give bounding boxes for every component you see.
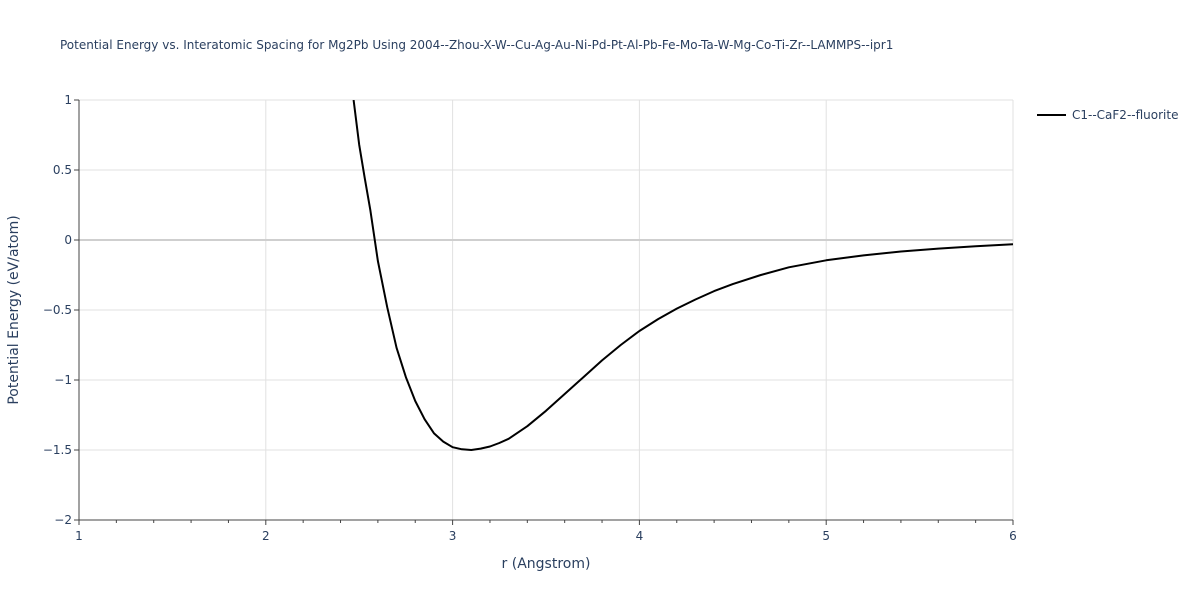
chart-title: Potential Energy vs. Interatomic Spacing… [60, 38, 893, 52]
y-tick-label: 1 [64, 93, 72, 107]
y-tick-label: −2 [54, 513, 72, 527]
series-line [352, 100, 1013, 451]
series-layer [352, 100, 1013, 451]
x-tick-label: 1 [75, 529, 83, 543]
x-tick-label: 4 [636, 529, 644, 543]
x-tick-label: 2 [262, 529, 270, 543]
y-tick-label: −0.5 [43, 303, 72, 317]
y-tick-label: 0.5 [53, 163, 72, 177]
x-tick-label: 3 [449, 529, 457, 543]
x-tick-label: 6 [1009, 529, 1017, 543]
y-axis-title: Potential Energy (eV/atom) [6, 215, 22, 404]
y-tick-label: −1 [54, 373, 72, 387]
legend[interactable]: C1--CaF2--fluorite [1037, 108, 1178, 122]
legend-entry-label: C1--CaF2--fluorite [1072, 108, 1178, 122]
axis-layer: 1 2 3 4 5 6 −2 −1.5 −1 −0.5 0 0.5 1 [43, 93, 1017, 543]
grid-layer [79, 99, 1014, 520]
x-axis-title: r (Angstrom) [502, 556, 591, 572]
y-tick-label: 0 [64, 233, 72, 247]
y-tick-label: −1.5 [43, 443, 72, 457]
x-tick-label: 5 [822, 529, 830, 543]
